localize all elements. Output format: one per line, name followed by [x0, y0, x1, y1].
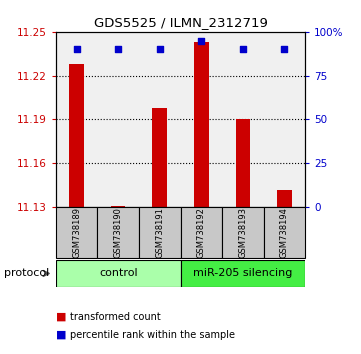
Text: miR-205 silencing: miR-205 silencing — [193, 268, 292, 279]
Bar — [235, 120, 250, 207]
Bar — [222, 207, 264, 258]
Text: protocol: protocol — [4, 268, 49, 279]
Text: GSM738191: GSM738191 — [155, 207, 164, 258]
Bar — [277, 190, 292, 207]
Point — [157, 47, 162, 52]
Title: GDS5525 / ILMN_2312719: GDS5525 / ILMN_2312719 — [93, 16, 268, 29]
Bar — [194, 42, 209, 207]
Point — [199, 38, 204, 44]
Point — [282, 47, 287, 52]
Point — [74, 47, 80, 52]
Text: GSM738194: GSM738194 — [280, 207, 289, 258]
Bar — [97, 207, 139, 258]
Bar — [180, 260, 305, 287]
Bar — [56, 260, 180, 287]
Bar — [180, 207, 222, 258]
Text: ■: ■ — [56, 312, 66, 322]
Text: GSM738189: GSM738189 — [72, 207, 81, 258]
Text: transformed count: transformed count — [70, 312, 161, 322]
Text: percentile rank within the sample: percentile rank within the sample — [70, 330, 235, 339]
Text: GSM738193: GSM738193 — [238, 207, 247, 258]
Text: ■: ■ — [56, 330, 66, 339]
Text: control: control — [99, 268, 138, 279]
Bar — [152, 108, 167, 207]
Point — [240, 47, 245, 52]
Bar — [69, 64, 84, 207]
Text: GSM738192: GSM738192 — [197, 207, 206, 258]
Bar — [56, 207, 97, 258]
Point — [116, 47, 121, 52]
Text: GSM738190: GSM738190 — [114, 207, 123, 258]
Bar — [139, 207, 180, 258]
Bar — [264, 207, 305, 258]
Bar — [111, 206, 126, 207]
